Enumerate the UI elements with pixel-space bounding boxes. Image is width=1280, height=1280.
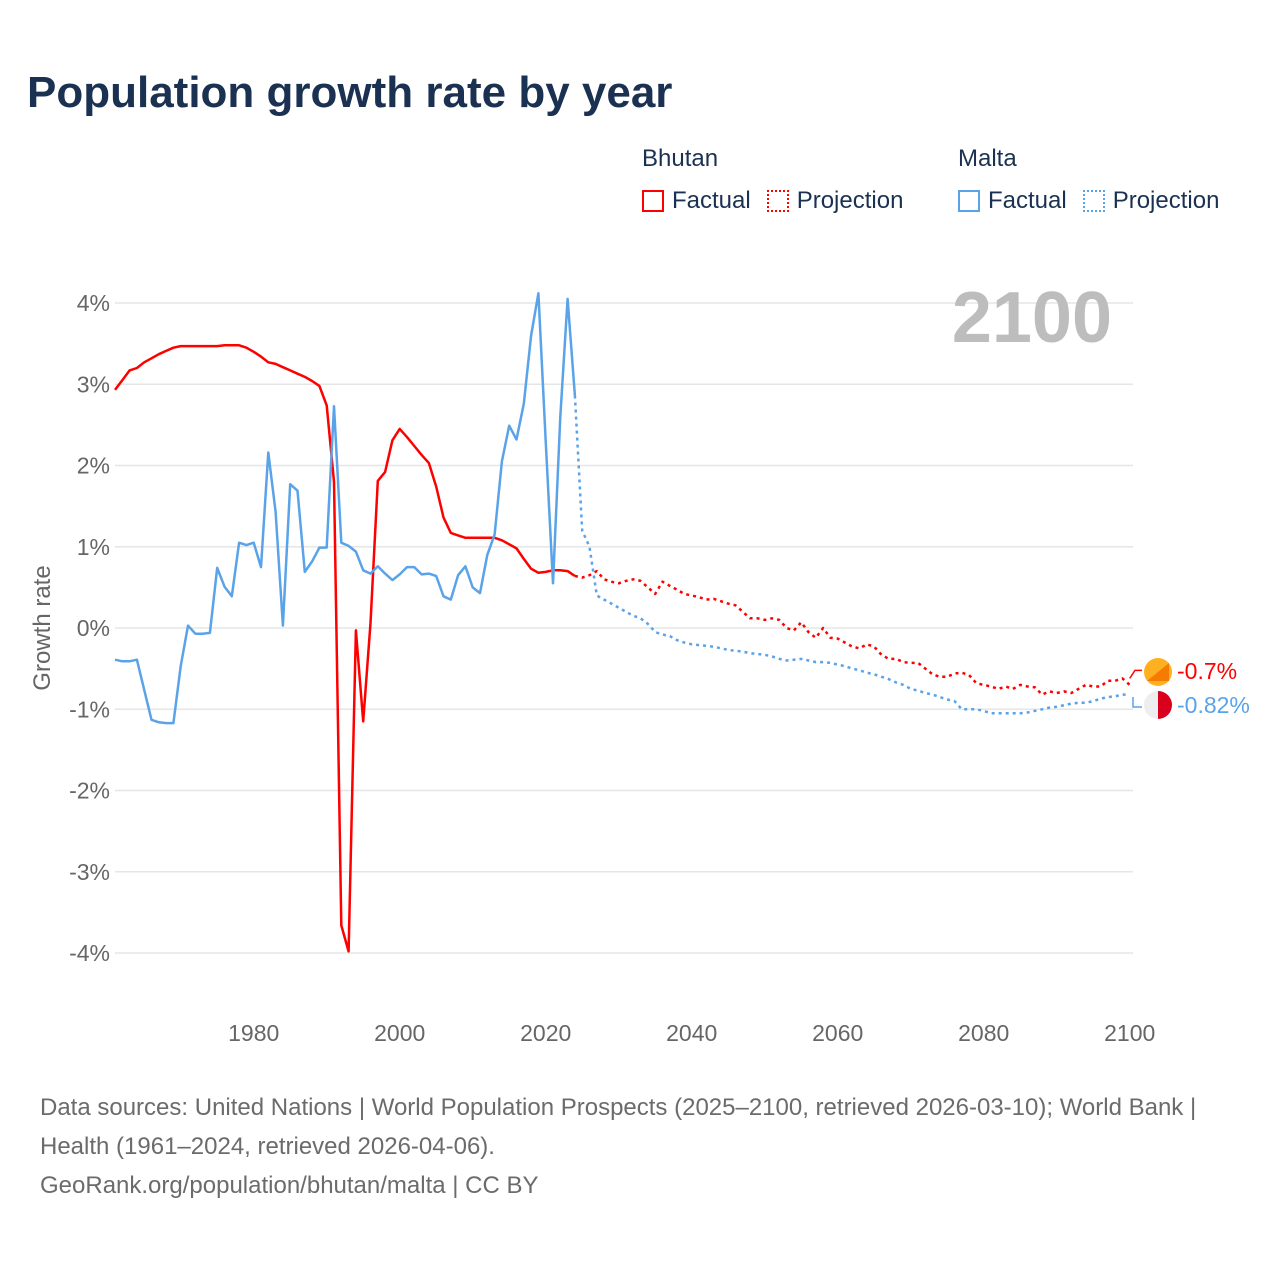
x-tick-label: 2060 <box>812 1020 863 1046</box>
legend-swatch-solid <box>642 190 664 212</box>
legend-group-bhutan: Bhutan Factual Projection <box>642 145 919 215</box>
x-tick-label: 2040 <box>666 1020 717 1046</box>
series-line-malta-projection <box>573 395 1130 715</box>
page-title: Population growth rate by year <box>27 68 673 117</box>
y-tick-label: -1% <box>69 696 110 722</box>
legend-swatch-dotted <box>766 190 789 212</box>
legend-swatch-solid <box>958 190 980 212</box>
legend-item-bhutan-factual[interactable]: Factual <box>642 187 751 215</box>
legend-group-malta: Malta Factual Projection <box>958 145 1235 215</box>
y-tick-label: -3% <box>69 859 110 885</box>
malta-flag-icon-half <box>1158 691 1172 719</box>
x-tick-label: 2100 <box>1104 1020 1155 1046</box>
y-tick-label: 4% <box>77 290 110 316</box>
legend-item-malta-factual[interactable]: Factual <box>958 187 1067 215</box>
y-axis-label: Growth rate <box>29 565 56 690</box>
legend-group-title: Malta <box>958 145 1017 172</box>
x-tick-label: 2000 <box>374 1020 425 1046</box>
line-chart: 4% 3% 2% 1% 0% -1% -2% -3% -4% 1980 2000 2020 2040 20… <box>29 278 1250 1046</box>
malta-end-label: -0.82% <box>1177 692 1250 718</box>
bhutan-flag-icon-half <box>1147 663 1169 681</box>
x-tick-label: 1980 <box>228 1020 279 1046</box>
bhutan-end-connector <box>1129 669 1142 679</box>
legend-label: Factual <box>988 187 1067 214</box>
x-tick-label: 2020 <box>520 1020 571 1046</box>
legend-swatch-dotted <box>1082 190 1105 212</box>
legend-item-malta-projection[interactable]: Projection <box>1082 187 1220 215</box>
legend-label: Projection <box>1112 187 1220 214</box>
legend-label: Projection <box>796 187 904 214</box>
y-tick-label: -4% <box>69 940 110 966</box>
y-tick-label: 1% <box>77 534 110 560</box>
series-line-bhutan-factual <box>114 344 576 953</box>
source-line: Data sources: United Nations | World Pop… <box>40 1094 1197 1160</box>
bhutan-end-label: -0.7% <box>1177 658 1237 684</box>
y-tick-label: 3% <box>77 371 110 397</box>
legend-label: Factual <box>672 187 751 214</box>
legend-item-bhutan-projection[interactable]: Projection <box>766 187 904 215</box>
y-tick-label: 0% <box>77 615 110 641</box>
y-tick-label: 2% <box>77 453 110 479</box>
year-display: 2100 <box>952 278 1112 358</box>
source-note: Data sources: United Nations | World Pop… <box>40 1088 1240 1205</box>
source-link[interactable]: GeoRank.org/population/bhutan/malta | CC… <box>40 1172 539 1199</box>
legend-group-title: Bhutan <box>642 145 719 172</box>
series-line-malta-factual <box>114 292 577 725</box>
malta-end-connector <box>1132 697 1142 708</box>
y-tick-label: -2% <box>69 778 110 804</box>
x-tick-label: 2080 <box>958 1020 1009 1046</box>
